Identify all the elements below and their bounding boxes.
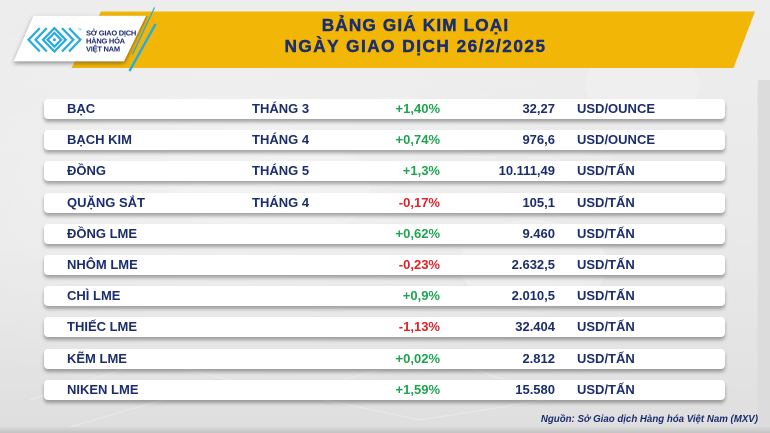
svg-text:VIỆT NAM: VIỆT NAM	[86, 44, 120, 53]
svg-text:HÀNG HÓA: HÀNG HÓA	[86, 36, 126, 45]
svg-text:TM: TM	[78, 29, 81, 32]
svg-text:SỞ GIAO DỊCH: SỞ GIAO DỊCH	[86, 28, 136, 37]
